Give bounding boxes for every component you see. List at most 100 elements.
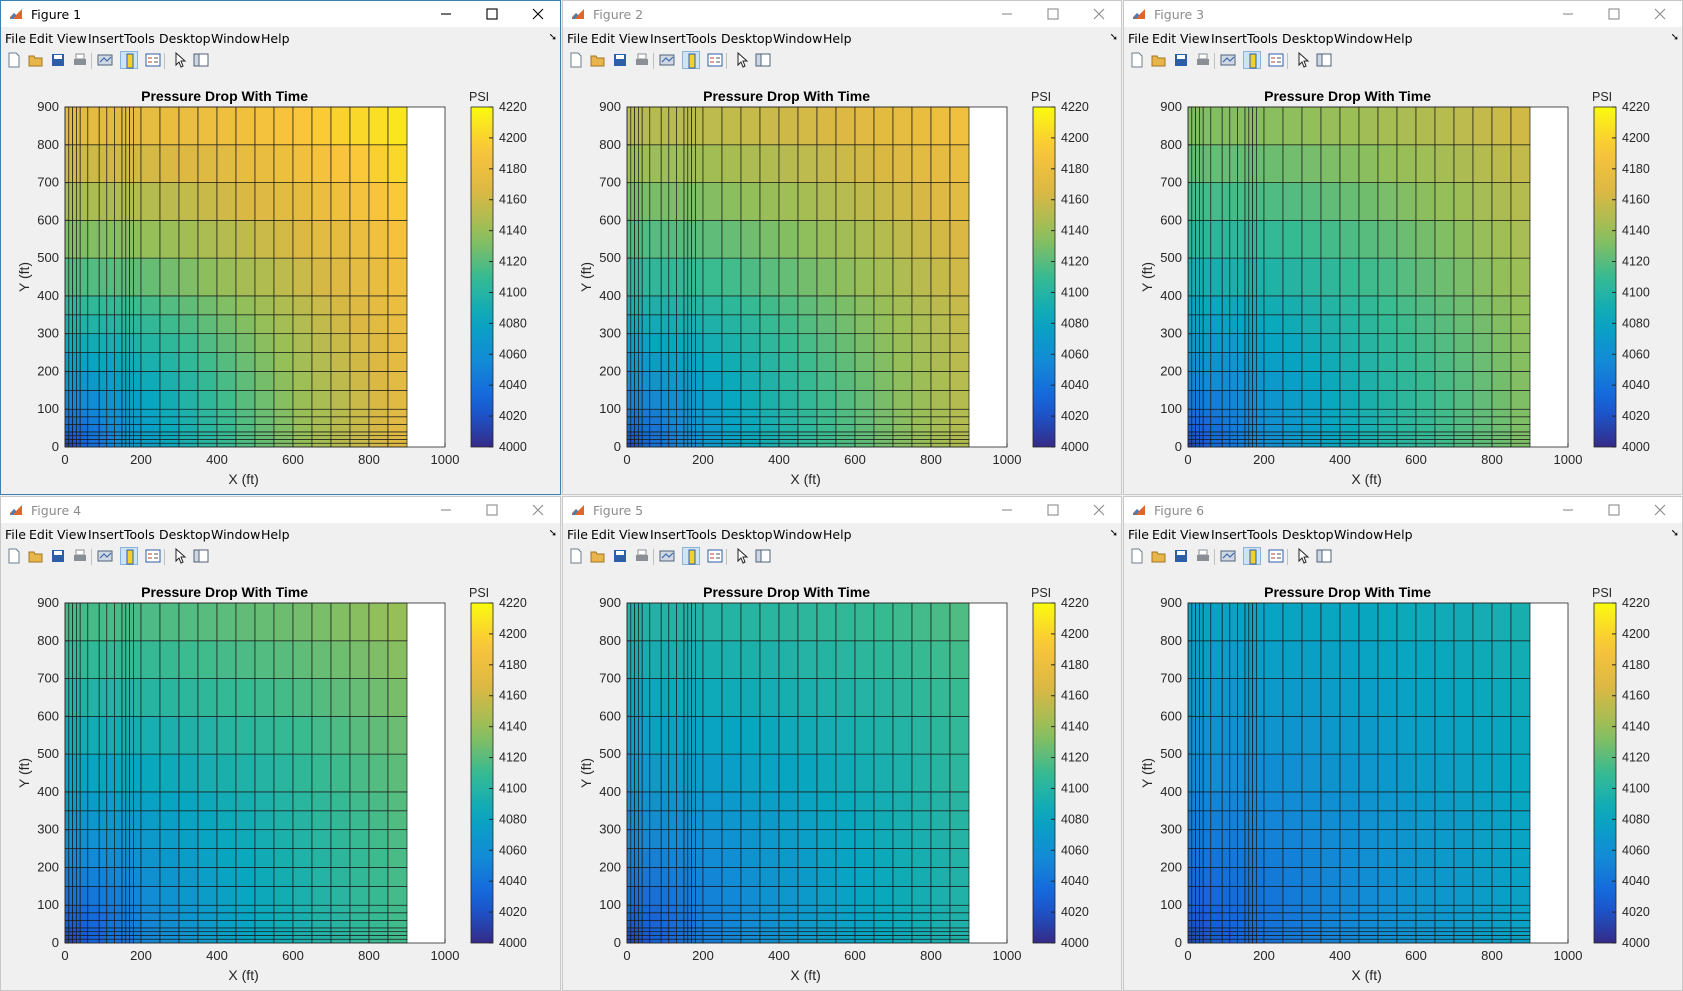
menu-desktop[interactable]: Desktop (721, 31, 773, 46)
colorbar[interactable] (1593, 602, 1617, 944)
menu-window[interactable]: Window (1334, 31, 1384, 46)
figure-window-4[interactable]: Figure 4 File Edit View Insert Tools Desktop Wi… (0, 496, 561, 991)
minimize-button[interactable] (422, 497, 468, 523)
menu-tools[interactable]: Tools (1247, 527, 1278, 542)
maximize-button[interactable] (1029, 1, 1075, 27)
insert-colorbar-button[interactable] (1243, 51, 1261, 69)
menu-tools[interactable]: Tools (686, 31, 717, 46)
open-file-button[interactable] (1150, 547, 1168, 565)
save-button[interactable] (49, 547, 67, 565)
menu-view[interactable]: View (1180, 31, 1210, 46)
menu-insert[interactable]: Insert (1211, 527, 1247, 542)
minimize-button[interactable] (1544, 1, 1590, 27)
insert-colorbar-button[interactable] (120, 547, 138, 565)
minimize-button[interactable] (983, 497, 1029, 523)
menu-edit[interactable]: Edit (1152, 31, 1177, 46)
property-inspector-button[interactable] (754, 51, 772, 69)
menu-edit[interactable]: Edit (29, 31, 54, 46)
property-inspector-button[interactable] (1315, 51, 1333, 69)
dock-arrow-icon[interactable]: ➘ (1109, 32, 1118, 43)
title-bar[interactable]: Figure 1 (1, 1, 560, 27)
save-button[interactable] (611, 51, 629, 69)
menu-tools[interactable]: Tools (1247, 31, 1278, 46)
print-button[interactable] (71, 51, 89, 69)
menu-window[interactable]: Window (773, 31, 823, 46)
menu-help[interactable]: Help (1384, 31, 1413, 46)
colorbar[interactable] (470, 106, 494, 448)
insert-legend-button[interactable] (706, 51, 724, 69)
insert-colorbar-button[interactable] (120, 51, 138, 69)
menu-desktop[interactable]: Desktop (159, 31, 211, 46)
new-figure-button[interactable] (5, 547, 23, 565)
insert-colorbar-button[interactable] (1243, 547, 1261, 565)
open-file-button[interactable] (27, 547, 45, 565)
menu-window[interactable]: Window (1334, 527, 1384, 542)
figure-window-6[interactable]: Figure 6 File Edit View Insert Tools Desktop Wi… (1123, 496, 1683, 991)
minimize-button[interactable] (422, 1, 468, 27)
menu-window[interactable]: Window (211, 527, 261, 542)
menu-desktop[interactable]: Desktop (1282, 31, 1334, 46)
menu-desktop[interactable]: Desktop (1282, 527, 1334, 542)
link-plot-button[interactable] (658, 547, 676, 565)
menu-view[interactable]: View (57, 31, 87, 46)
dock-arrow-icon[interactable]: ➘ (1109, 528, 1118, 539)
insert-colorbar-button[interactable] (682, 547, 700, 565)
colorbar[interactable] (1593, 106, 1617, 448)
print-button[interactable] (1194, 51, 1212, 69)
save-button[interactable] (1172, 51, 1190, 69)
menu-file[interactable]: File (567, 527, 588, 542)
close-button[interactable] (1636, 497, 1682, 523)
title-bar[interactable]: Figure 6 (1124, 497, 1682, 523)
menu-view[interactable]: View (1180, 527, 1210, 542)
dock-arrow-icon[interactable]: ➘ (1670, 528, 1679, 539)
new-figure-button[interactable] (1128, 547, 1146, 565)
property-inspector-button[interactable] (754, 547, 772, 565)
maximize-button[interactable] (468, 1, 514, 27)
title-bar[interactable]: Figure 3 (1124, 1, 1682, 27)
menu-insert[interactable]: Insert (88, 527, 124, 542)
menu-desktop[interactable]: Desktop (159, 527, 211, 542)
colorbar[interactable] (470, 602, 494, 944)
link-plot-button[interactable] (1219, 51, 1237, 69)
figure-window-3[interactable]: Figure 3 File Edit View Insert Tools Desktop Wi… (1123, 0, 1683, 495)
select-arrow-button[interactable] (733, 51, 751, 69)
maximize-button[interactable] (1590, 497, 1636, 523)
menu-tools[interactable]: Tools (686, 527, 717, 542)
menu-edit[interactable]: Edit (591, 527, 616, 542)
menu-insert[interactable]: Insert (88, 31, 124, 46)
save-button[interactable] (49, 51, 67, 69)
maximize-button[interactable] (468, 497, 514, 523)
new-figure-button[interactable] (1128, 51, 1146, 69)
insert-legend-button[interactable] (1267, 51, 1285, 69)
menu-insert[interactable]: Insert (650, 31, 686, 46)
menu-insert[interactable]: Insert (650, 527, 686, 542)
insert-legend-button[interactable] (144, 547, 162, 565)
maximize-button[interactable] (1029, 497, 1075, 523)
maximize-button[interactable] (1590, 1, 1636, 27)
menu-file[interactable]: File (5, 31, 26, 46)
menu-tools[interactable]: Tools (124, 31, 155, 46)
dock-arrow-icon[interactable]: ➘ (548, 32, 557, 43)
menu-insert[interactable]: Insert (1211, 31, 1247, 46)
colorbar[interactable] (1032, 106, 1056, 448)
figure-window-5[interactable]: Figure 5 File Edit View Insert Tools Desktop Wi… (562, 496, 1122, 991)
print-button[interactable] (633, 51, 651, 69)
menu-view[interactable]: View (619, 527, 649, 542)
new-figure-button[interactable] (567, 547, 585, 565)
colorbar[interactable] (1032, 602, 1056, 944)
menu-help[interactable]: Help (823, 527, 852, 542)
select-arrow-button[interactable] (171, 547, 189, 565)
close-button[interactable] (514, 1, 560, 27)
save-button[interactable] (611, 547, 629, 565)
print-button[interactable] (1194, 547, 1212, 565)
close-button[interactable] (1636, 1, 1682, 27)
menu-file[interactable]: File (5, 527, 26, 542)
title-bar[interactable]: Figure 4 (1, 497, 560, 523)
menu-edit[interactable]: Edit (591, 31, 616, 46)
new-figure-button[interactable] (5, 51, 23, 69)
title-bar[interactable]: Figure 5 (563, 497, 1121, 523)
menu-window[interactable]: Window (773, 527, 823, 542)
select-arrow-button[interactable] (1294, 547, 1312, 565)
insert-legend-button[interactable] (706, 547, 724, 565)
menu-file[interactable]: File (1128, 527, 1149, 542)
